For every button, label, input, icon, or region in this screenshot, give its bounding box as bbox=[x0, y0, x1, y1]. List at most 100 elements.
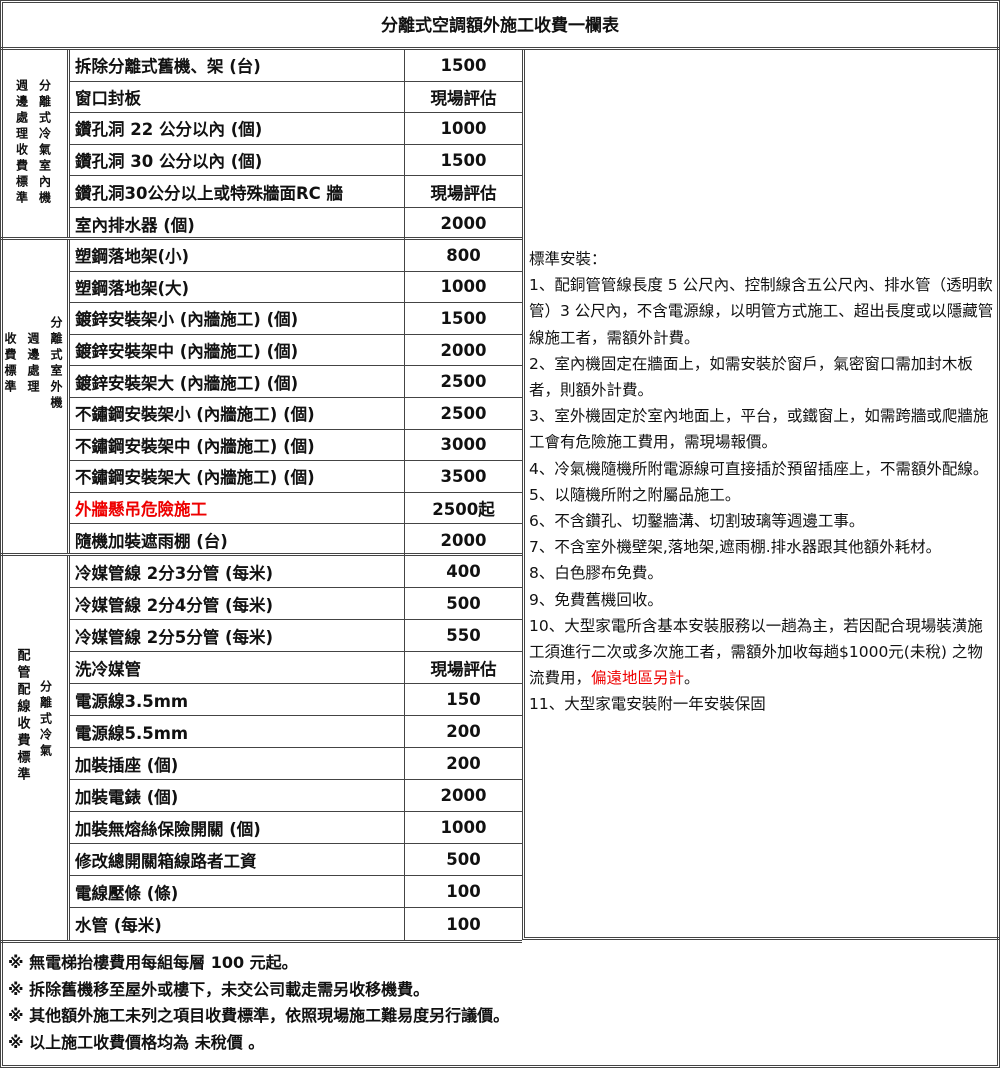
item-name: 不鏽鋼安裝架大 (內牆施工) (個) bbox=[70, 461, 405, 492]
item-price: 1000 bbox=[440, 818, 487, 837]
note-item: 3、室外機固定於室內地面上，平台，或鐵窗上，如需跨牆或爬牆施工會有危險施工費用，… bbox=[529, 407, 989, 452]
section-label: 配管配線收費標準 分離式冷氣 bbox=[0, 556, 70, 940]
table-row: 加裝無熔絲保險開關 (個) 1000 bbox=[70, 812, 522, 844]
item-name: 電源線3.5mm bbox=[70, 684, 405, 715]
note-item: 6、不含鑽孔、切鑿牆溝、切割玻璃等週邊工事。 bbox=[529, 512, 865, 531]
item-price: 2500起 bbox=[432, 500, 495, 520]
item-name: 外牆懸吊危險施工 bbox=[70, 492, 405, 524]
item-name: 鍍鋅安裝架小 (內牆施工) (個) bbox=[70, 303, 405, 334]
page-title: 分離式空調額外施工收費一欄表 bbox=[0, 0, 1000, 50]
section-label-column: 分離式室外機 bbox=[49, 316, 63, 412]
item-price: 2000 bbox=[440, 340, 487, 360]
item-name: 窗口封板 bbox=[70, 81, 405, 113]
table-row: 冷媒管線 2分3分管 (每米) 400 bbox=[70, 556, 522, 588]
table-row: 鑽孔洞 30 公分以內 (個) 1500 bbox=[70, 144, 522, 177]
price-section: 週邊處理收費標準 分離式冷氣室內機 拆除分離式舊機、架 (台) 1500 窗口封板 現場評… bbox=[0, 50, 522, 240]
item-price: 1000 bbox=[440, 118, 487, 138]
item-price: 150 bbox=[446, 690, 481, 709]
note-item: 9、免費舊機回收。 bbox=[529, 590, 663, 609]
table-row: 外牆懸吊危險施工 2500起 bbox=[70, 492, 522, 525]
table-row: 不鏽鋼安裝架中 (內牆施工) (個) 3000 bbox=[70, 429, 522, 462]
section-label-column: 分離式冷氣 bbox=[38, 680, 53, 760]
section-label: 週邊處理收費標準 分離式冷氣室內機 bbox=[0, 50, 70, 237]
table-row: 鍍鋅安裝架大 (內牆施工) (個) 2500 bbox=[70, 366, 522, 398]
table-row: 電源線3.5mm 150 bbox=[70, 684, 522, 716]
notes-heading: 標準安裝： bbox=[529, 250, 607, 268]
item-price: 500 bbox=[446, 594, 481, 613]
item-price: 200 bbox=[446, 722, 481, 741]
remote-area-note: 偏遠地區另計 bbox=[591, 669, 685, 688]
item-name: 冷媒管線 2分5分管 (每米) bbox=[70, 620, 405, 651]
table-row: 洗冷媒管 現場評估 bbox=[70, 652, 522, 684]
table-row: 塑鋼落地架(小) 800 bbox=[70, 240, 522, 272]
item-name: 水管 (每米) bbox=[70, 908, 405, 940]
item-name: 鍍鋅安裝架中 (內牆施工) (個) bbox=[70, 334, 405, 366]
footer-remark: ※ 無電梯抬樓費用每組每層 100 元起。 bbox=[8, 953, 298, 972]
section-label-column: 分離式冷氣室內機 bbox=[37, 79, 52, 208]
note-item: 2、室內機固定在牆面上，如需安裝於窗戶，氣密窗口需加封木板者，則額外計費。 bbox=[529, 354, 973, 400]
item-name: 鑽孔洞 22 公分以內 (個) bbox=[70, 113, 405, 144]
item-price: 現場評估 bbox=[430, 88, 497, 108]
table-row: 不鏽鋼安裝架小 (內牆施工) (個) 2500 bbox=[70, 398, 522, 430]
item-price: 3000 bbox=[440, 435, 487, 455]
item-name: 加裝電錶 (個) bbox=[70, 780, 405, 811]
item-name: 鑽孔洞 30 公分以內 (個) bbox=[70, 144, 405, 176]
footer-remark: ※ 其他額外施工未列之項目收費標準，依照現場施工難易度另行議價。 bbox=[8, 1006, 510, 1025]
note-item: 7、不含室外機壁架,落地架,遮雨棚.排水器跟其他額外耗材。 bbox=[529, 538, 942, 557]
table-row: 不鏽鋼安裝架大 (內牆施工) (個) 3500 bbox=[70, 461, 522, 493]
table-row: 電線壓條 (條) 100 bbox=[70, 876, 522, 908]
item-name: 冷媒管線 2分3分管 (每米) bbox=[70, 556, 405, 587]
item-name: 隨機加裝遮雨棚 (台) bbox=[70, 524, 405, 556]
item-price: 1500 bbox=[440, 55, 487, 75]
item-name: 修改總開關箱線路者工資 bbox=[70, 844, 405, 875]
table-row: 加裝插座 (個) 200 bbox=[70, 748, 522, 780]
footer-remarks: ※ 無電梯抬樓費用每組每層 100 元起。 ※ 拆除舊機移至屋外或樓下，未交公司… bbox=[0, 940, 1000, 1066]
item-price: 500 bbox=[446, 850, 481, 869]
note-item: 5、以隨機所附之附屬品施工。 bbox=[529, 485, 741, 504]
table-row: 鍍鋅安裝架中 (內牆施工) (個) 2000 bbox=[70, 334, 522, 367]
table-row: 鑽孔洞 22 公分以內 (個) 1000 bbox=[70, 113, 522, 145]
item-name: 電線壓條 (條) bbox=[70, 876, 405, 907]
item-price: 現場評估 bbox=[430, 659, 497, 679]
item-price: 800 bbox=[446, 245, 481, 265]
item-price: 100 bbox=[446, 914, 481, 934]
item-price: 2500 bbox=[440, 403, 487, 423]
note-item-11: 11、大型家電安裝附一年安裝保固 bbox=[529, 695, 766, 714]
item-name: 拆除分離式舊機、架 (台) bbox=[70, 50, 405, 81]
item-name: 不鏽鋼安裝架中 (內牆施工) (個) bbox=[70, 429, 405, 461]
section-label-column: 收費標準 bbox=[3, 332, 17, 396]
item-name: 不鏽鋼安裝架小 (內牆施工) (個) bbox=[70, 398, 405, 429]
table-row: 鍍鋅安裝架小 (內牆施工) (個) 1500 bbox=[70, 303, 522, 335]
item-name: 電源線5.5mm bbox=[70, 716, 405, 747]
note-item: 1、配銅管管線長度 5 公尺內、控制線含五公尺內、排水管（透明軟管）3 公尺內，… bbox=[529, 276, 994, 347]
section-label: 收費標準 週邊處理 分離式室外機 bbox=[0, 240, 70, 553]
table-row: 拆除分離式舊機、架 (台) 1500 bbox=[70, 50, 522, 82]
item-name: 洗冷媒管 bbox=[70, 652, 405, 683]
item-name: 塑鋼落地架(大) bbox=[70, 271, 405, 303]
item-name: 加裝無熔絲保險開關 (個) bbox=[70, 812, 405, 843]
note-item-10: 10、大型家電所含基本安裝服務以一趟為主，若因配合現場裝潢施工須進行二次或多次施… bbox=[529, 613, 996, 692]
price-section: 配管配線收費標準 分離式冷氣 冷媒管線 2分3分管 (每米) 400 冷媒管線 2分4分… bbox=[0, 556, 522, 943]
footer-remark: ※ 拆除舊機移至屋外或樓下，未交公司載走需另收移機費。 bbox=[8, 979, 430, 999]
table-row: 冷媒管線 2分5分管 (每米) 550 bbox=[70, 620, 522, 652]
item-price: 550 bbox=[446, 626, 481, 645]
table-row: 冷媒管線 2分4分管 (每米) 500 bbox=[70, 588, 522, 620]
section-label-column: 週邊處理 bbox=[26, 332, 40, 396]
item-price: 100 bbox=[446, 882, 481, 901]
table-row: 水管 (每米) 100 bbox=[70, 908, 522, 940]
item-price: 1500 bbox=[440, 150, 487, 170]
standard-installation-notes: 標準安裝： 1、配銅管管線長度 5 公尺內、控制線含五公尺內、排水管（透明軟管）… bbox=[522, 50, 1000, 940]
item-name: 塑鋼落地架(小) bbox=[70, 240, 405, 271]
item-name: 加裝插座 (個) bbox=[70, 748, 405, 779]
item-price: 1500 bbox=[440, 308, 487, 328]
price-section: 收費標準 週邊處理 分離式室外機 塑鋼落地架(小) 800 塑鋼落地架(大) 1000 鍍鋅安… bbox=[0, 240, 522, 556]
section-label-column: 配管配線收費標準 bbox=[14, 648, 30, 784]
item-price: 400 bbox=[446, 562, 481, 581]
note-item-10-text: 10、大型家電所含基本安裝服務以一趟為主，若因配合現場裝潢施工須進行二次或多次施… bbox=[529, 616, 983, 688]
section-label-column: 週邊處理收費標準 bbox=[14, 79, 29, 208]
table-row: 修改總開關箱線路者工資 500 bbox=[70, 844, 522, 876]
item-price: 2500 bbox=[440, 372, 487, 392]
table-row: 鑽孔洞30公分以上或特殊牆面RC 牆 現場評估 bbox=[70, 176, 522, 208]
table-row: 加裝電錶 (個) 2000 bbox=[70, 780, 522, 812]
item-price: 2000 bbox=[440, 214, 487, 234]
